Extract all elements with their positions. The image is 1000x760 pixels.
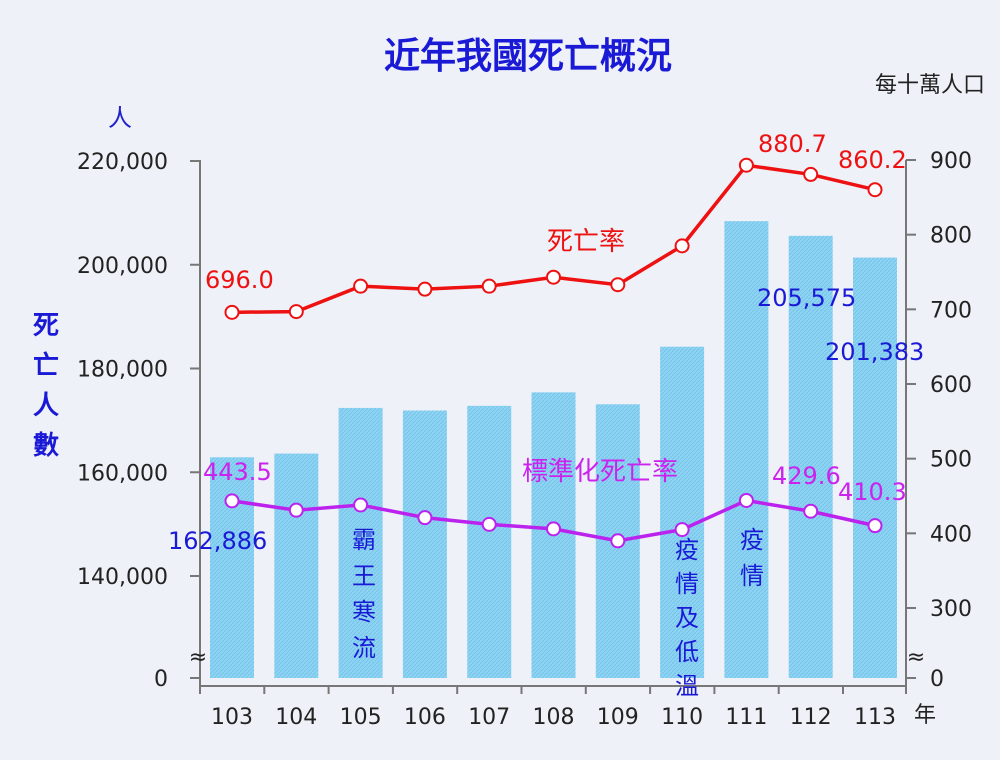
bar-112	[788, 235, 833, 678]
line-point	[417, 510, 433, 526]
annotation-char: 情	[740, 562, 764, 590]
x-tick-label: 112	[790, 705, 832, 730]
data-label: 201,383	[825, 338, 924, 366]
series-label-death-rate: 死亡率	[547, 227, 625, 257]
data-label: 429.6	[772, 462, 841, 490]
left-tick-label: 0	[154, 667, 168, 692]
left-tick-label: 200,000	[77, 254, 168, 279]
x-tick-label: 111	[725, 705, 767, 730]
left-axis-break: ≈	[189, 645, 207, 670]
annotation-char: 霸	[352, 526, 376, 554]
line-point	[481, 516, 497, 532]
x-tick-label: 105	[340, 705, 382, 730]
line-point	[288, 502, 304, 518]
left-axis-label-char: 數	[33, 431, 59, 461]
line-point	[224, 493, 240, 509]
left-axis-unit: 人	[108, 104, 132, 132]
line-point	[288, 304, 304, 320]
annotation-char: 寒	[352, 598, 376, 626]
left-axis-label-char: 亡	[33, 350, 59, 381]
bar-113	[853, 257, 897, 678]
right-axis-unit: 每十萬人口	[875, 73, 985, 98]
bar-111	[724, 221, 769, 679]
line-point	[353, 497, 369, 513]
chart-title: 近年我國死亡概況	[384, 36, 672, 77]
line-point	[803, 503, 819, 519]
bar-103	[210, 457, 254, 678]
line-point	[867, 182, 883, 198]
left-axis-label-char: 人	[33, 391, 59, 421]
right-tick-label: 600	[930, 373, 972, 398]
axes: 220,000 200,000 180,000 160,000 140,000 0 900 8…	[33, 149, 972, 730]
bar-107	[467, 405, 512, 678]
x-tick-label: 113	[854, 705, 896, 730]
right-tick-label: 500	[930, 448, 972, 473]
right-tick-label: 300	[930, 597, 972, 622]
line-point	[417, 281, 433, 297]
bar-110	[660, 346, 705, 678]
bar-106	[402, 410, 447, 678]
right-axis-break: ≈	[907, 645, 925, 670]
data-label: 205,575	[757, 284, 856, 312]
line-point	[674, 238, 690, 254]
data-label: 410.3	[838, 478, 907, 506]
data-label: 696.0	[205, 266, 274, 294]
right-tick-label: 400	[930, 522, 972, 547]
x-tick-label: 107	[468, 705, 510, 730]
left-tick-label: 180,000	[77, 358, 168, 383]
right-tick-label: 900	[930, 149, 972, 174]
data-label: 162,886	[168, 527, 267, 555]
x-tick-label: 104	[275, 705, 317, 730]
line-point	[610, 277, 626, 293]
x-tick-label: 106	[404, 705, 446, 730]
x-tick-label: 108	[533, 705, 575, 730]
annotation-char: 低	[675, 638, 699, 666]
data-label: 443.5	[203, 458, 272, 486]
annotation-char: 情	[675, 570, 699, 598]
annotation-char: 疫	[740, 526, 764, 554]
bar-105	[338, 407, 383, 678]
line-point	[803, 166, 819, 182]
line-series	[224, 157, 883, 549]
line-point	[738, 492, 754, 508]
line-point	[481, 278, 497, 294]
x-tick-label: 103	[211, 705, 253, 730]
bar-104	[274, 453, 319, 678]
left-tick-label: 160,000	[77, 461, 168, 486]
data-label: 880.7	[758, 130, 827, 158]
x-axis-unit: 年	[914, 703, 936, 728]
line-point	[867, 518, 883, 534]
left-tick-label: 220,000	[77, 150, 168, 175]
x-tick-label: 109	[597, 705, 639, 730]
line-point	[738, 157, 754, 173]
right-tick-label: 0	[930, 667, 944, 692]
annotation-char: 疫	[675, 536, 699, 564]
left-axis-label-char: 死	[33, 311, 59, 341]
line-point	[546, 521, 561, 537]
line-point	[353, 278, 369, 294]
line-point	[610, 533, 626, 549]
annotation-char: 王	[352, 562, 376, 590]
x-tick-label: 110	[661, 705, 703, 730]
annotation-char: 及	[675, 604, 699, 632]
data-label: 860.2	[838, 146, 907, 174]
right-tick-label: 800	[930, 224, 972, 249]
right-tick-label: 700	[930, 298, 972, 323]
bar-series	[210, 221, 897, 679]
annotation-char: 溫	[675, 672, 699, 700]
line-point	[546, 269, 561, 285]
series-label-standardized-death-rate: 標準化死亡率	[522, 457, 678, 487]
line-point	[674, 522, 690, 538]
left-tick-label: 140,000	[77, 565, 168, 590]
annotation-char: 流	[352, 634, 376, 662]
line-point	[224, 304, 240, 320]
